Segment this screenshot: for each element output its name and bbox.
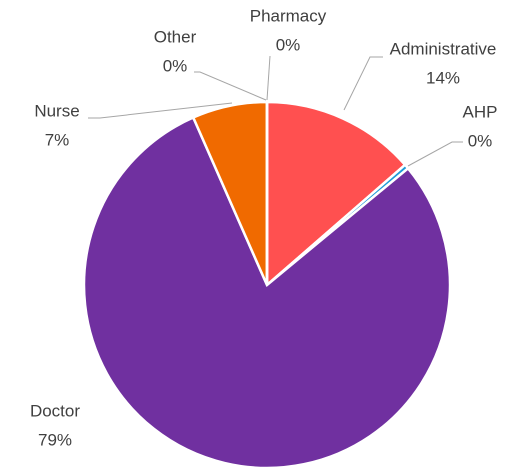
leader-line bbox=[343, 56, 383, 111]
value-label: 0% bbox=[276, 35, 301, 54]
leader-line bbox=[266, 55, 271, 101]
pie-slice bbox=[265, 100, 407, 288]
category-label: Nurse bbox=[34, 101, 79, 120]
category-label: Other bbox=[154, 27, 197, 46]
leader-line bbox=[194, 71, 267, 101]
value-label: 79% bbox=[38, 430, 72, 449]
leader-line bbox=[407, 141, 463, 167]
category-label: Administrative bbox=[390, 39, 497, 58]
category-label: AHP bbox=[463, 102, 498, 121]
category-label: Doctor bbox=[30, 401, 80, 420]
slices bbox=[82, 100, 452, 470]
value-label: 0% bbox=[468, 131, 493, 150]
category-label: Pharmacy bbox=[250, 6, 327, 25]
labels: Administrative 14%AHP 0% Doctor 79% Nurse 7% Ot… bbox=[30, 6, 498, 449]
value-label: 0% bbox=[163, 56, 188, 75]
value-label: 14% bbox=[426, 68, 460, 87]
pie-slice bbox=[82, 115, 452, 470]
value-label: 7% bbox=[45, 130, 70, 149]
leader-line bbox=[88, 102, 233, 119]
